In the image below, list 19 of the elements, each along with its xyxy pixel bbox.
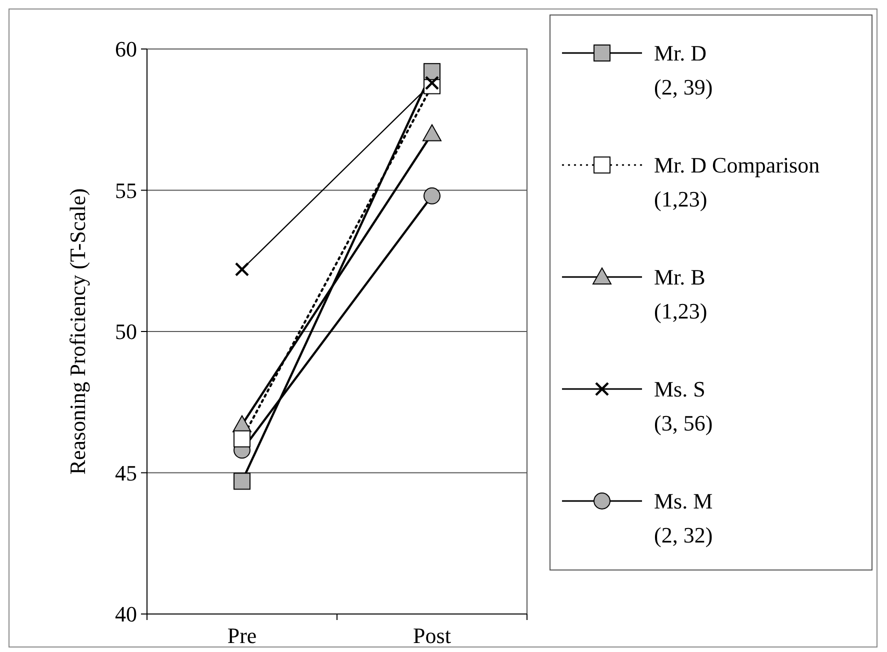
point [425,76,439,90]
legend-label: Ms. S (3, 56) [654,376,713,436]
x-tick-label: Post [413,623,451,648]
y-tick-label: 55 [115,178,137,203]
point [234,430,250,448]
legend-label: Mr. D (2, 39) [654,40,713,100]
y-tick-label: 50 [115,319,137,344]
y-axis-title: Reasoning Proficiency (T-Scale) [65,188,90,475]
point [424,187,440,204]
y-tick-label: 40 [115,602,137,627]
x-tick-label: Pre [227,623,257,648]
legend-label: Mr. B (1,23) [654,264,708,324]
point [235,262,249,276]
legend-label: Mr. D Comparison (1,23) [654,152,820,212]
y-tick-label: 60 [115,36,137,62]
legend-label: Ms. M (2, 32) [654,488,713,548]
y-tick-label: 45 [115,460,137,486]
point [234,472,250,490]
point [424,63,440,80]
